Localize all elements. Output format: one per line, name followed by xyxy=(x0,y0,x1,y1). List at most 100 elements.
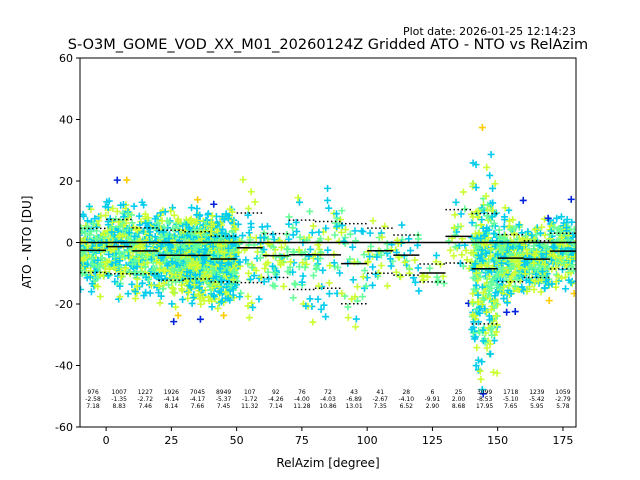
scatter-point xyxy=(110,264,118,272)
bin-sd-label: 7.46 xyxy=(139,403,153,410)
bin-mean-label: -5.10 xyxy=(503,396,519,403)
scatter-point xyxy=(450,252,458,260)
scatter-point xyxy=(472,184,480,192)
scatter-point xyxy=(191,271,199,279)
scatter-point xyxy=(183,231,191,239)
bin-mean-label: -2.58 xyxy=(85,396,101,403)
scatter-point xyxy=(224,244,232,252)
scatter-point xyxy=(160,279,168,287)
bin-sd-label: 6.52 xyxy=(400,403,414,410)
scatter-point xyxy=(322,313,330,321)
scatter-point xyxy=(367,243,375,251)
scatter-point xyxy=(549,243,557,251)
scatter-point xyxy=(80,248,88,256)
bin-mean-label: -5.37 xyxy=(216,396,232,403)
bin-count-label: 6 xyxy=(431,389,435,396)
y-tick-label: 40 xyxy=(59,114,73,127)
bin-mean-label: -4.10 xyxy=(399,396,415,403)
scatter-point xyxy=(439,272,447,280)
scatter-point xyxy=(492,328,500,336)
scatter-point xyxy=(210,200,218,208)
scatter-point xyxy=(319,266,327,274)
scatter-point xyxy=(195,284,203,292)
bin-mean-label: -9.91 xyxy=(425,396,441,403)
scatter-point xyxy=(369,217,377,225)
y-tick-label: -20 xyxy=(55,298,73,311)
scatter-point xyxy=(128,260,136,268)
scatter-point xyxy=(85,202,93,210)
scatter-point xyxy=(224,215,232,223)
scatter-point xyxy=(190,294,198,302)
scatter-point xyxy=(236,293,244,301)
scatter-point xyxy=(220,216,228,224)
scatter-point xyxy=(236,258,244,266)
scatter-point xyxy=(147,281,155,289)
bin-mean-label: -6.89 xyxy=(346,396,362,403)
bin-count-label: 25 xyxy=(455,389,463,396)
scatter-point xyxy=(290,259,298,267)
scatter-point xyxy=(80,256,87,264)
scatter-point xyxy=(523,287,531,295)
scatter-point xyxy=(544,214,552,222)
scatter-point xyxy=(298,278,306,286)
scatter-point xyxy=(503,308,511,316)
scatter-point xyxy=(123,176,131,184)
scatter-point xyxy=(256,254,264,262)
scatter-point xyxy=(168,265,176,273)
scatter-point xyxy=(566,255,574,263)
scatter-point xyxy=(500,213,508,221)
scatter-point xyxy=(541,260,549,268)
scatter-point xyxy=(244,292,252,300)
scatter-point xyxy=(87,267,95,275)
scatter-point xyxy=(247,220,255,228)
scatter-point xyxy=(324,184,332,192)
scatter-point xyxy=(260,234,268,242)
scatter-point xyxy=(392,268,400,276)
scatter-point xyxy=(156,234,164,242)
scatter-point xyxy=(405,235,413,243)
bin-sd-label: 2.90 xyxy=(426,403,440,410)
scatter-point xyxy=(289,224,297,232)
scatter-point xyxy=(193,211,201,219)
scatter-point xyxy=(344,303,352,311)
scatter-point xyxy=(450,224,458,232)
scatter-point xyxy=(337,229,345,237)
scatter-point xyxy=(369,281,377,289)
scatter-point xyxy=(116,223,124,231)
bin-sd-label: 7.14 xyxy=(269,403,283,410)
scatter-point xyxy=(190,281,198,289)
scatter-point xyxy=(155,227,163,235)
scatter-point xyxy=(469,329,477,337)
scatter-point xyxy=(133,282,141,290)
scatter-point xyxy=(261,264,269,272)
scatter-point xyxy=(181,263,189,271)
bin-count-label: 43 xyxy=(350,389,358,396)
scatter-point xyxy=(484,282,492,290)
scatter-point xyxy=(165,281,173,289)
scatter-point xyxy=(104,272,112,280)
scatter-point xyxy=(401,258,409,266)
scatter-point xyxy=(366,253,374,261)
scatter-point xyxy=(222,210,230,218)
scatter-point xyxy=(124,210,132,218)
scatter-point xyxy=(568,279,576,287)
bin-mean-label: -4.17 xyxy=(190,396,206,403)
scatter-point xyxy=(546,230,554,238)
scatter-point xyxy=(499,267,507,275)
scatter-point xyxy=(249,303,257,311)
scatter-point xyxy=(122,264,130,272)
scatter-point xyxy=(86,231,94,239)
scatter-point xyxy=(411,278,419,286)
scatter-point xyxy=(208,246,216,254)
scatter-point xyxy=(315,282,323,290)
scatter-point xyxy=(331,231,339,239)
scatter-point xyxy=(293,227,301,235)
scatter-point xyxy=(130,264,138,272)
scatter-point xyxy=(96,271,104,279)
bin-mean-label: -1.35 xyxy=(111,396,127,403)
y-axis: -60 -40 -20 0 20 40 60 xyxy=(55,52,80,434)
scatter-point xyxy=(291,281,299,289)
scatter-point xyxy=(481,307,489,315)
scatter-point xyxy=(117,268,125,276)
x-tick-label: 75 xyxy=(295,434,309,447)
